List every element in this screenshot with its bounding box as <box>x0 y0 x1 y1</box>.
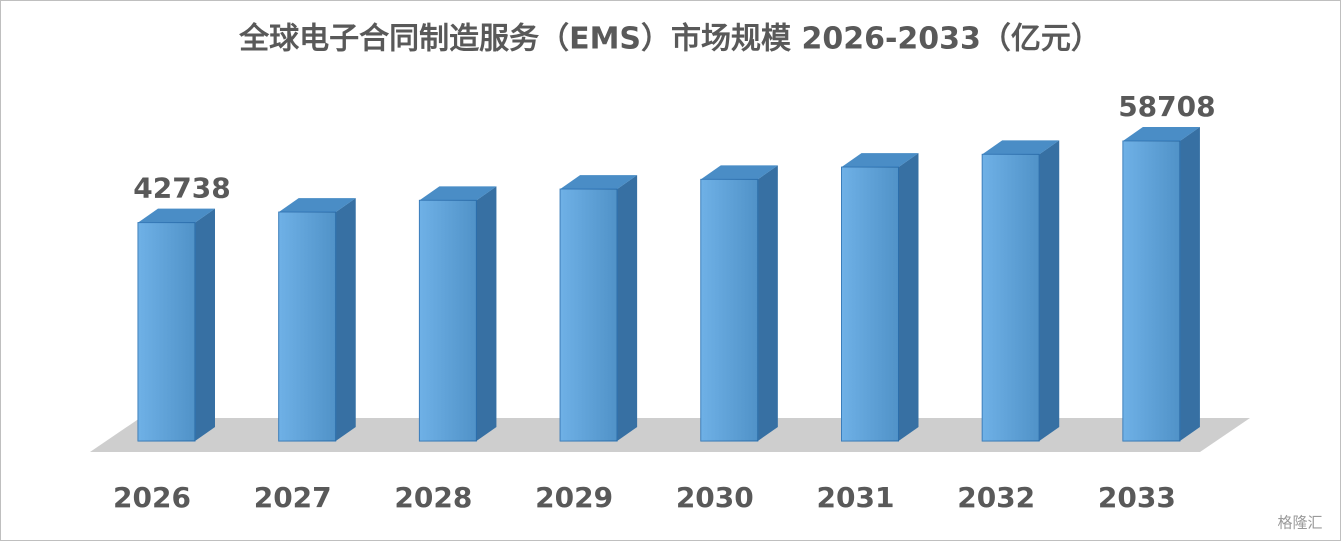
bar-top <box>1122 127 1200 141</box>
bar-side-shade <box>195 208 215 441</box>
data-label: 42738 <box>133 172 230 205</box>
bar-side <box>617 175 638 441</box>
bar-top <box>278 198 356 213</box>
bar-side <box>1039 140 1060 442</box>
bar-top-shade <box>278 198 356 213</box>
bar-side-shade <box>1039 140 1060 442</box>
bar-shade <box>1122 141 1180 441</box>
bar-side-shade <box>476 186 497 441</box>
bar-side <box>1179 127 1200 441</box>
bar-top <box>560 175 638 190</box>
bar-top-shade <box>700 165 778 180</box>
bar-shade <box>560 189 618 441</box>
bar-shade <box>278 212 336 441</box>
x-tick-label: 2030 <box>676 481 754 514</box>
bar-top <box>982 140 1060 155</box>
bar-top-shade <box>138 208 215 223</box>
bar-side <box>476 186 497 441</box>
x-tick-label: 2028 <box>394 481 472 514</box>
x-tick-label: 2033 <box>1098 481 1176 514</box>
bar-side <box>757 165 778 441</box>
bar-side-shade <box>1179 127 1200 441</box>
watermark: 格隆汇 <box>1277 514 1322 532</box>
bar-side-shade <box>898 153 919 442</box>
bar-shade <box>138 222 195 441</box>
bar-top <box>419 186 497 201</box>
bar-side <box>195 208 215 441</box>
bar-side-shade <box>757 165 778 441</box>
bar-top-shade <box>560 175 638 190</box>
bar-top <box>700 165 778 180</box>
x-tick-label: 2029 <box>535 481 613 514</box>
x-tick-label: 2027 <box>254 481 332 514</box>
bar-side-shade <box>617 175 638 441</box>
data-label: 58708 <box>1118 90 1215 123</box>
bar-top <box>841 153 919 168</box>
chart-title: 全球电子合同制造服务（EMS）市场规模 2026-2033（亿元） <box>238 22 1101 57</box>
bar-shade <box>419 200 477 441</box>
bar-shade <box>982 154 1040 442</box>
x-tick-label: 2026 <box>113 481 191 514</box>
floor-shadow <box>90 418 1250 452</box>
bar-top-shade <box>1122 127 1200 141</box>
bar-side <box>335 198 356 441</box>
x-tick-label: 2031 <box>817 481 895 514</box>
bar-top-shade <box>419 186 497 201</box>
bar-top <box>138 208 215 223</box>
bar-side <box>898 153 919 442</box>
bar-shade <box>700 179 758 441</box>
bar-shade <box>841 167 899 442</box>
bar-side-shade <box>335 198 356 441</box>
bar-top-shade <box>841 153 919 168</box>
x-tick-label: 2032 <box>957 481 1035 514</box>
bar-top-shade <box>982 140 1060 155</box>
